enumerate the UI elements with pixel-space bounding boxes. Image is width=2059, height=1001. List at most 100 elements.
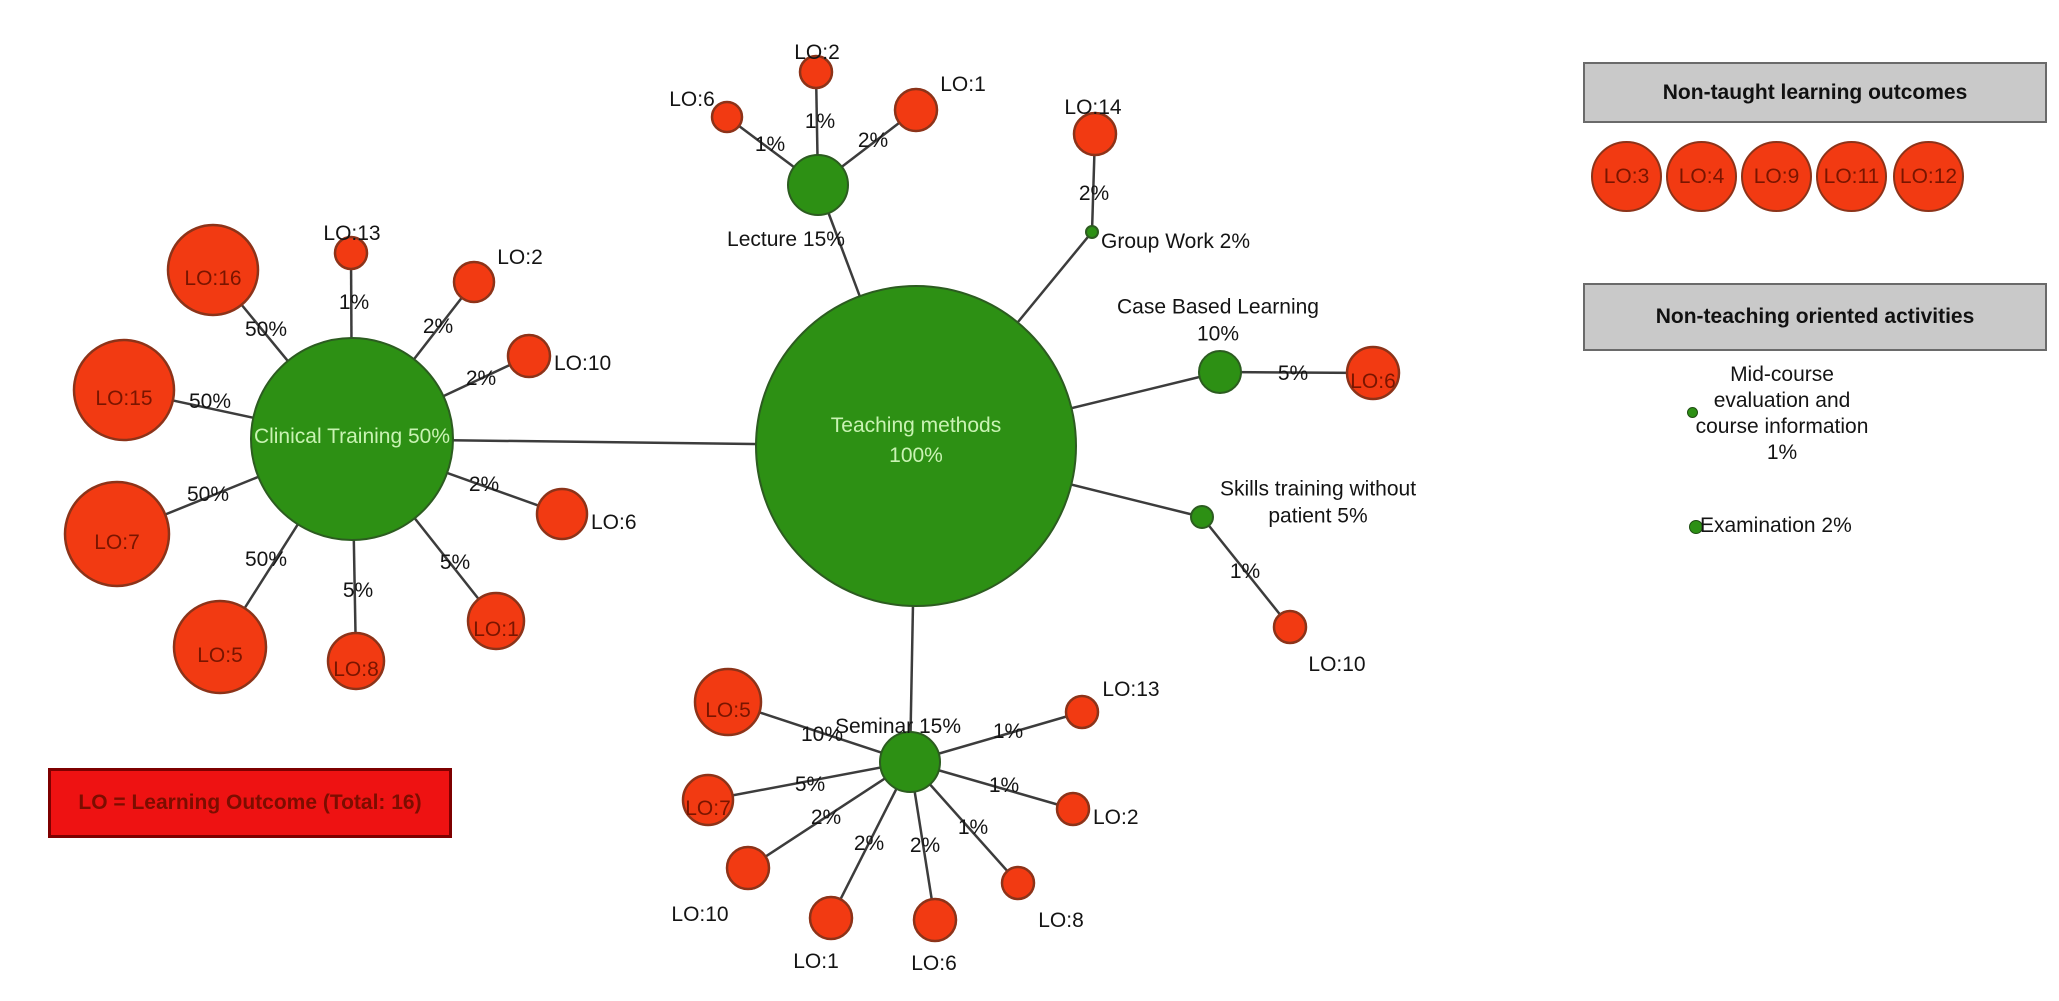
legend-outcome-lo12: LO:12 [1893,141,1964,212]
activity-node-sk_dot [1190,505,1214,529]
mid-course-activity-dot-icon [1687,407,1698,418]
outcome-node-c_lo7 [63,480,171,588]
node-label-c_lo1: LO:1 [473,618,519,641]
outcome-node-c_lo2 [452,260,496,304]
outcome-node-c_lo1 [466,591,526,651]
outcome-node-c_lo8 [326,631,386,691]
outcome-node-s_lo2 [1055,791,1091,827]
outcome-node-c_lo15 [72,338,176,442]
pct-label-sk_dot-sk_lo10: 1% [1230,560,1260,583]
pct-label-clinical-c_lo13: 1% [339,291,369,314]
node-label-lecture: Lecture 15% [727,228,845,251]
pct-label-seminar-s_lo8: 1% [958,816,988,839]
node-label-s_lo1: LO:1 [793,950,839,973]
mid-course-pct: 1% [1766,441,1798,464]
node-label-gw_dot: Group Work 2% [1101,230,1250,253]
lo-abbreviation-note-text: LO = Learning Outcome (Total: 16) [78,791,422,814]
pct-label-seminar-s_lo7: 5% [795,773,825,796]
pct-label-seminar-s_lo10: 2% [811,806,841,829]
outcome-node-cbl_lo6 [1345,345,1401,401]
node-label-l_lo1: LO:1 [940,73,986,96]
non-teaching-panel-title: Non-teaching oriented activities [1583,283,2047,351]
legend-outcome-lo9-label: LO:9 [1753,164,1800,188]
outcome-node-c_lo13 [333,235,369,271]
outcome-node-l_lo2 [798,54,834,90]
node-label-s_lo8: LO:8 [1038,909,1084,932]
edge-seminar-s_lo10 [747,760,911,870]
node-label-c_lo7: LO:7 [94,531,140,554]
legend-outcome-lo11: LO:11 [1816,141,1887,212]
node-label-s_lo10: LO:10 [671,903,728,926]
pct-label-clinical-c_lo5: 50% [245,548,287,571]
outcome-node-s_lo1 [808,895,854,941]
outcome-node-c_lo16 [166,223,260,317]
node-label-teaching-line-1: Teaching methods [831,414,1001,437]
node-label-sk_dot-line-2: patient 5% [1268,505,1367,528]
pct-label-clinical-c_lo7: 50% [187,483,229,506]
outcome-node-s_lo7 [681,773,735,827]
pct-label-lecture-l_lo2: 1% [805,110,835,133]
outcome-node-s_lo10 [725,845,771,891]
outcome-node-l_lo1 [893,87,939,133]
non-taught-panel-title-text: Non-taught learning outcomes [1662,80,1968,104]
mid-course-activity-label: Mid-course evaluation and course informa… [1656,362,1908,466]
pct-label-clinical-c_lo10: 2% [466,367,496,390]
pct-label-seminar-s_lo6: 2% [910,834,940,857]
legend-outcome-lo4-label: LO:4 [1678,164,1725,188]
outcome-node-s_lo5 [693,667,763,737]
outcome-node-s_lo6 [912,897,958,943]
legend-outcome-lo12-label: LO:12 [1899,164,1958,188]
outcome-node-l_lo6 [710,100,744,134]
pct-label-lecture-l_lo6: 1% [755,133,785,156]
pct-label-clinical-c_lo8: 5% [343,579,373,602]
node-label-c_lo13: LO:13 [323,222,380,245]
non-teaching-panel-title-text: Non-teaching oriented activities [1655,305,1975,328]
node-label-c_lo5: LO:5 [197,644,243,667]
node-label-c_lo2: LO:2 [497,246,543,269]
legend-outcome-lo4: LO:4 [1666,141,1737,212]
pct-label-seminar-s_lo5: 10% [801,723,843,746]
edge-seminar-s_lo7 [707,760,911,802]
pct-label-seminar-s_lo2: 1% [989,774,1019,797]
node-label-clinical: Clinical Training 50% [254,425,450,448]
outcome-node-c_lo6 [535,487,589,541]
node-label-s_lo13: LO:13 [1102,678,1159,701]
node-label-lo14: LO:14 [1064,96,1122,119]
node-label-c_lo8: LO:8 [333,658,379,681]
activity-node-clinical [250,337,454,541]
outcome-node-lo14 [1072,111,1118,157]
mid-course-line-3: course information [1695,415,1869,438]
legend-outcome-lo9: LO:9 [1741,141,1812,212]
node-label-s_lo7: LO:7 [685,797,731,820]
mid-course-line-1: Mid-course [1730,363,1834,386]
pct-label-clinical-c_lo16: 50% [245,318,287,341]
outcome-node-s_lo8 [1000,865,1036,901]
node-label-s_lo2: LO:2 [1093,806,1139,829]
node-label-cbl-line-1: Case Based Learning [1117,296,1319,319]
outcome-node-sk_lo10 [1272,609,1308,645]
activity-node-gw_dot [1085,225,1099,239]
pct-label-lecture-l_lo1: 2% [858,129,888,152]
mid-course-line-2: evaluation and [1713,389,1851,412]
pct-label-seminar-s_lo13: 1% [993,720,1023,743]
pct-label-seminar-s_lo1: 2% [854,832,884,855]
node-label-s_lo5: LO:5 [705,699,751,722]
node-label-c_lo10: LO:10 [554,352,611,375]
activity-node-cbl [1198,350,1242,394]
node-label-sk_dot-line-1: Skills training without [1220,478,1416,501]
activity-node-lecture [787,154,849,216]
lo-abbreviation-note: LO = Learning Outcome (Total: 16) [48,768,452,838]
outcome-node-s_lo13 [1064,694,1100,730]
node-label-sk_lo10: LO:10 [1308,653,1365,676]
examination-activity-dot-icon [1689,520,1703,534]
outcome-node-c_lo5 [172,599,268,695]
pct-label-cbl-cbl_lo6: 5% [1278,362,1308,385]
activity-node-teaching [755,285,1077,607]
node-label-cbl_lo6: LO:6 [1350,370,1396,393]
node-label-l_lo2: LO:2 [794,41,840,64]
node-label-teaching-line-2: 100% [889,444,943,467]
edge-sk_dot-sk_lo10 [1201,516,1291,628]
node-label-c_lo6: LO:6 [591,511,637,534]
